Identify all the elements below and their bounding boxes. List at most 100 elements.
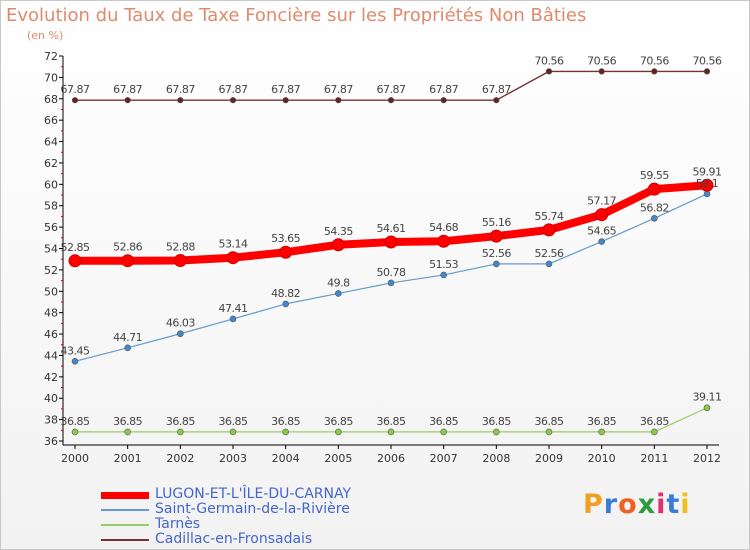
data-label: 52.85 [61, 241, 90, 254]
data-point [545, 260, 553, 268]
data-label: 49.8 [327, 276, 350, 289]
data-label: 55.74 [535, 210, 564, 223]
data-point [71, 97, 79, 104]
data-label: 67.87 [482, 83, 511, 96]
x-tick-label: 2002 [166, 452, 194, 465]
data-point [651, 68, 658, 75]
x-tick-label: 2011 [640, 452, 668, 465]
data-point [71, 428, 79, 436]
data-label: 70.56 [535, 54, 564, 67]
data-point [124, 97, 131, 104]
data-point [124, 428, 131, 436]
data-point [229, 428, 237, 436]
data-label: 70.56 [693, 54, 722, 67]
y-tick-label: 62 [44, 157, 58, 170]
data-point [598, 428, 605, 436]
y-tick-label: 38 [44, 414, 58, 427]
data-point [282, 300, 289, 308]
x-tick-label: 2012 [693, 452, 721, 465]
x-tick-label: 2010 [588, 452, 616, 465]
data-point [331, 238, 345, 252]
brand-letter: r [603, 489, 619, 520]
data-label: 54.68 [429, 221, 458, 234]
data-label: 57.17 [587, 195, 616, 208]
data-label: 67.87 [271, 83, 300, 96]
data-label: 47.41 [219, 302, 248, 315]
legend-swatch-lugon [101, 491, 149, 499]
y-tick-label: 40 [44, 392, 58, 405]
data-label: 59.91 [693, 165, 722, 178]
data-label: 36.85 [219, 415, 248, 428]
y-tick-label: 42 [44, 371, 58, 384]
legend-label-cadillac: Cadillac-en-Fronsadais [155, 531, 313, 547]
data-label: 59.55 [640, 169, 669, 182]
x-tick-label: 2007 [430, 452, 458, 465]
data-label: 46.03 [166, 317, 195, 330]
x-tick-label: 2009 [535, 452, 563, 465]
y-tick-label: 58 [44, 200, 58, 213]
data-point [279, 245, 293, 259]
data-label: 36.85 [324, 415, 353, 428]
data-label: 56.82 [640, 201, 669, 214]
chart-subtitle: (en %) [27, 29, 64, 42]
data-label: 44.71 [113, 331, 142, 344]
data-point [226, 251, 240, 265]
data-point [387, 97, 395, 104]
data-label: 51.53 [429, 258, 458, 271]
legend-label-tarnes: Tarnès [155, 516, 201, 532]
data-point [651, 215, 658, 222]
y-tick-label: 52 [44, 264, 58, 277]
data-label: 67.87 [166, 83, 195, 96]
data-point [440, 97, 447, 104]
data-point [335, 97, 342, 104]
brand-letter: i [656, 489, 667, 520]
data-label: 36.85 [377, 415, 406, 428]
y-tick-label: 64 [44, 136, 58, 149]
data-point [384, 235, 398, 249]
data-point [598, 68, 605, 75]
data-label: 52.56 [535, 247, 564, 260]
y-tick-label: 70 [44, 71, 58, 84]
proxiti-logo: Proxiti [583, 489, 691, 520]
chart-axes: 36 38 40 42 44 46 48 50 52 54 56 58 60 62 64 66 68 70 72 20… [44, 50, 721, 465]
data-label: 54.65 [587, 225, 616, 238]
data-label: 39.11 [693, 391, 722, 404]
data-point [177, 428, 184, 436]
data-point [542, 223, 556, 237]
data-label: 36.85 [61, 415, 90, 428]
data-point [595, 208, 609, 222]
data-label: 36.85 [271, 415, 300, 428]
legend-swatch-saint-germain [101, 509, 149, 511]
y-tick-label: 66 [44, 114, 58, 127]
y-tick-label: 60 [44, 178, 58, 191]
data-label: 36.85 [640, 415, 669, 428]
data-label: 36.85 [587, 415, 616, 428]
data-point [124, 344, 131, 352]
legend-swatch-tarnes [101, 524, 149, 526]
data-label: 70.56 [640, 54, 669, 67]
data-point [229, 315, 237, 323]
data-label: 43.45 [61, 344, 90, 357]
legend-label-saint-germain: Saint-Germain-de-la-Rivière [155, 501, 350, 517]
data-point [121, 254, 135, 268]
y-tick-label: 56 [44, 221, 58, 234]
y-tick-label: 46 [44, 328, 58, 341]
data-point [387, 428, 395, 436]
y-tick-label: 36 [44, 435, 58, 448]
legend-swatch-cadillac [101, 539, 149, 541]
data-point [71, 358, 79, 365]
y-tick-label: 44 [44, 349, 58, 362]
data-label: 54.61 [377, 222, 406, 235]
data-point [68, 254, 82, 268]
data-point [493, 260, 500, 268]
data-point [703, 68, 711, 75]
data-label: 36.85 [429, 415, 458, 428]
data-label: 67.87 [61, 83, 90, 96]
x-tick-label: 2001 [114, 452, 142, 465]
data-label: 53.65 [271, 232, 300, 245]
data-label: 36.85 [535, 415, 564, 428]
brand-letter: P [583, 489, 604, 520]
data-label: 52.86 [113, 241, 142, 254]
